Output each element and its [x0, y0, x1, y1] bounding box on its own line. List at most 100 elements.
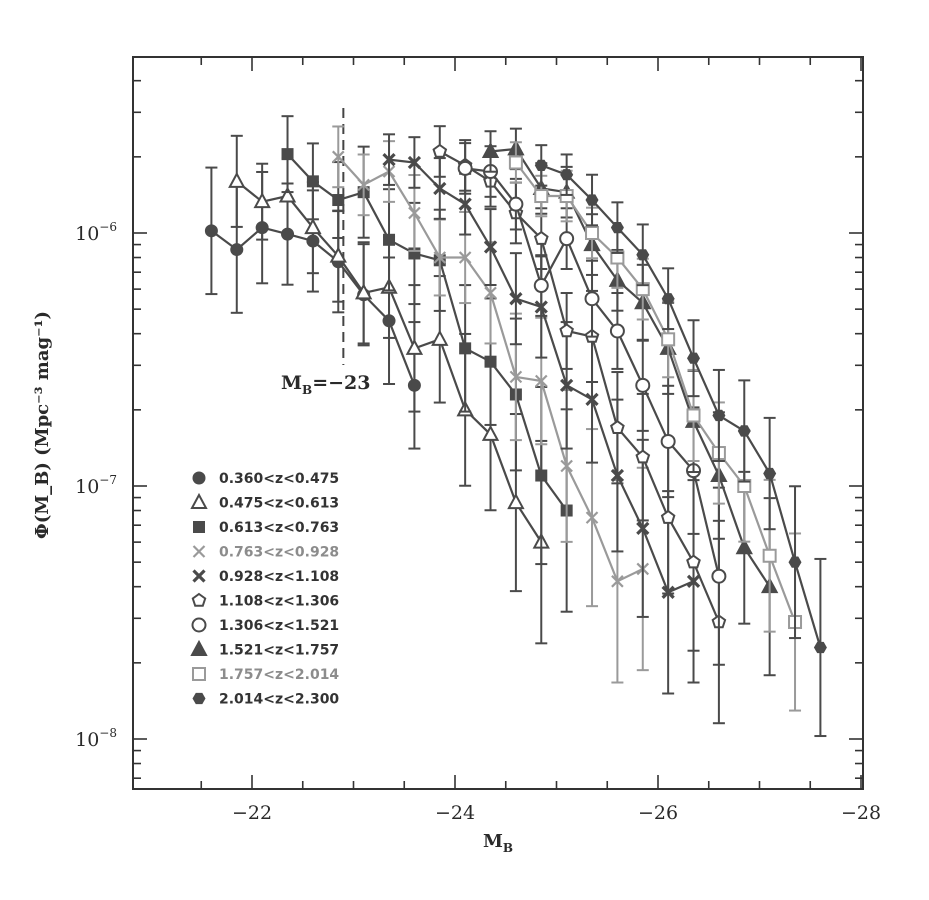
series-3 [281, 115, 573, 613]
marker-stroke [560, 378, 574, 392]
data-point [278, 186, 297, 203]
x-tick-label: −26 [638, 802, 678, 824]
data-point [584, 291, 600, 307]
data-point [304, 218, 322, 235]
data-point [458, 197, 472, 211]
data-point [560, 459, 573, 473]
series-9 [508, 141, 803, 712]
data-point [636, 249, 650, 261]
legend-marker [191, 617, 207, 633]
data-series [204, 115, 827, 738]
data-point [636, 521, 650, 536]
legend-marker [193, 521, 205, 533]
data-point [407, 155, 422, 170]
data-point [484, 286, 497, 300]
x-tick-label: −22 [232, 802, 272, 824]
data-point [788, 556, 802, 568]
data-point [507, 492, 525, 510]
marker-stroke [408, 206, 421, 220]
legend-marker [190, 639, 208, 656]
legend-entry: 0.763<z<0.928 [192, 545, 339, 561]
data-point [660, 509, 676, 524]
series-line [540, 164, 822, 648]
data-point [585, 226, 600, 240]
marker-stroke [636, 521, 650, 536]
marker-stroke [585, 392, 599, 406]
data-point [559, 231, 575, 247]
data-point [331, 150, 345, 164]
legend-entry: 0.613<z<0.763 [193, 520, 339, 536]
data-point [585, 392, 599, 406]
legend-label: 0.360<z<0.475 [219, 471, 339, 487]
legend-label: 0.475<z<0.613 [219, 496, 339, 512]
legend-marker [192, 667, 206, 681]
data-point [459, 342, 472, 355]
data-point [281, 148, 294, 161]
cutoff-label: MB=−23 [281, 372, 370, 397]
data-point [204, 224, 218, 238]
data-point [481, 141, 500, 158]
data-point [533, 230, 549, 245]
y-tick-labels: 10−8 10−7 10−6 [75, 220, 117, 751]
data-point [329, 246, 347, 263]
data-point [509, 292, 523, 306]
data-point [533, 278, 549, 294]
data-point [481, 424, 500, 441]
legend-entry: 1.757<z<2.014 [192, 667, 339, 683]
legend-entry: 0.475<z<0.613 [190, 492, 339, 512]
legend-label: 0.613<z<0.763 [219, 520, 339, 536]
marker-stroke [382, 152, 396, 167]
legend-marker [192, 545, 206, 558]
data-point [711, 568, 727, 584]
legend-entry: 1.108<z<1.306 [191, 592, 339, 610]
data-point [433, 251, 447, 264]
data-point [405, 338, 424, 355]
legend-marker [192, 692, 206, 705]
data-point [332, 194, 345, 207]
data-point [431, 329, 449, 346]
data-point [432, 143, 448, 158]
data-point [230, 243, 244, 257]
data-point [687, 352, 700, 364]
marker-stroke [407, 155, 422, 170]
series-6 [432, 125, 727, 725]
data-point [534, 374, 548, 388]
data-point [686, 554, 701, 569]
data-point [408, 206, 421, 220]
marker-stroke [331, 150, 345, 164]
legend-entry: 0.928<z<1.108 [192, 569, 339, 585]
legend-label: 0.928<z<1.108 [219, 569, 339, 585]
data-point [635, 449, 651, 464]
data-point [661, 293, 675, 305]
marker-stroke [458, 251, 472, 264]
marker-stroke [433, 181, 447, 196]
legend-label: 1.108<z<1.306 [219, 594, 339, 610]
marker-stroke [433, 251, 447, 264]
data-point [457, 160, 473, 176]
marker-stroke [585, 511, 599, 524]
series-line [439, 150, 720, 623]
data-point [585, 511, 599, 524]
data-point [737, 425, 751, 437]
legend-entry: 0.360<z<0.475 [192, 471, 339, 487]
data-point [686, 408, 701, 423]
data-point [762, 548, 777, 563]
data-point [508, 196, 524, 212]
data-point [253, 192, 271, 209]
legend-marker [190, 492, 208, 509]
data-point [635, 377, 651, 393]
legend-entry: 2.014<z<2.300 [192, 692, 339, 708]
data-point [610, 222, 624, 234]
marker-stroke [458, 197, 472, 211]
data-point [610, 419, 625, 434]
x-axis-label: MB [483, 831, 513, 855]
marker-stroke [484, 286, 497, 300]
legend-entry: 1.306<z<1.521 [191, 617, 339, 634]
x-tick-label: −28 [841, 802, 881, 824]
legend-label: 0.763<z<0.928 [219, 545, 339, 561]
data-point [534, 189, 549, 204]
data-point [712, 409, 726, 422]
magnitude-cutoff-annotation: MB=−23 [281, 108, 370, 397]
marker-stroke [611, 575, 624, 588]
